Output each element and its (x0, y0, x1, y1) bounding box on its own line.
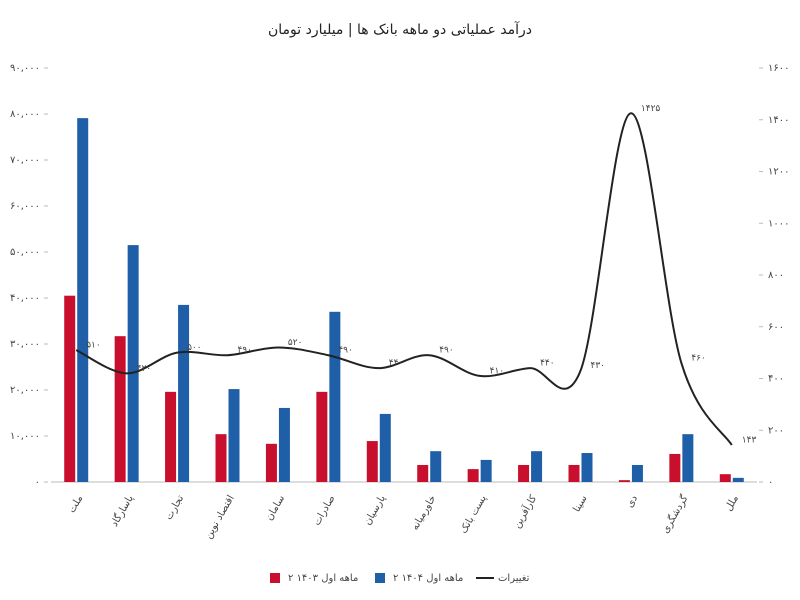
y2-tick-label: ۱۰۰۰ (768, 218, 789, 229)
y-tick-label: ۹۰,۰۰۰ (10, 63, 40, 74)
bar (568, 464, 580, 482)
legend-swatch (270, 573, 280, 583)
bar (631, 464, 643, 482)
bar (215, 434, 227, 482)
y-tick-label: ۵۰,۰۰۰ (10, 247, 40, 258)
data-label: ۴۴۰ (540, 359, 555, 369)
data-label: ۴۲۰ (137, 364, 152, 374)
data-label: ۴۳۰ (591, 361, 606, 371)
x-tick-label: پاسارگاد (108, 493, 136, 529)
y-tick-label: ۰ (35, 477, 40, 488)
y-tick-label: ۳۰,۰۰۰ (10, 339, 40, 350)
bar (531, 451, 543, 482)
bar (581, 453, 593, 482)
data-label: ۴۴۰ (389, 359, 404, 369)
x-tick-label: تجارت (163, 493, 186, 522)
bar (64, 295, 76, 482)
bar (430, 451, 442, 482)
legend-label: ۲ ماهه اول ۱۴۰۴ (393, 573, 463, 584)
y-tick-label: ۶۰,۰۰۰ (10, 201, 40, 212)
chart-title: درآمد عملیاتی دو ماهه بانک ها | میلیارد … (268, 21, 532, 38)
bar (618, 480, 630, 482)
bar (127, 245, 139, 482)
data-label: ۵۲۰ (288, 338, 303, 348)
x-tick-label: ملل (723, 494, 741, 514)
x-tick-label: اقتصاد نوین (203, 494, 237, 541)
y2-tick-label: ۱۴۰۰ (768, 115, 789, 126)
bar (366, 441, 378, 482)
y-tick-label: ۷۰,۰۰۰ (10, 155, 40, 166)
y2-tick-label: ۱۶۰۰ (768, 63, 789, 74)
bar (278, 407, 290, 482)
legend-label: تغییرات (498, 573, 530, 584)
y-tick-label: ۱۰,۰۰۰ (10, 431, 40, 442)
y-tick-label: ۴۰,۰۰۰ (10, 293, 40, 304)
y2-tick-label: ۸۰۰ (768, 270, 784, 281)
bar (732, 477, 744, 482)
bar (228, 389, 240, 482)
bar (265, 443, 277, 482)
data-label: ۴۶۰ (691, 353, 706, 363)
bar (467, 469, 479, 482)
data-label: ۵۰۰ (187, 343, 202, 353)
bar (480, 459, 492, 482)
bar (316, 391, 328, 482)
data-label: ۴۹۰ (439, 346, 454, 356)
bar (719, 474, 731, 482)
y2-tick-label: ۰ (768, 477, 773, 488)
line (75, 112, 733, 446)
data-label: ۴۱۰ (490, 366, 505, 376)
bar (682, 434, 694, 482)
y2-tick-label: ۲۰۰ (768, 425, 784, 436)
bar (165, 391, 177, 482)
x-tick-label: کارآفرین (510, 492, 539, 530)
bar (114, 336, 126, 482)
y2-tick-label: ۶۰۰ (768, 322, 784, 333)
x-tick-label: پارسیان (362, 493, 388, 527)
bar (518, 464, 530, 482)
x-tick-label: دی (624, 494, 640, 510)
x-tick-label: سینا (571, 494, 589, 515)
data-label: ۱۴۳ (742, 435, 757, 445)
bar (329, 311, 341, 482)
x-tick-label: پست بانک (458, 493, 489, 535)
x-tick-label: سامان (264, 494, 287, 523)
data-label: ۴۹۰ (238, 346, 253, 356)
bar (417, 464, 429, 482)
y-tick-label: ۸۰,۰۰۰ (10, 109, 40, 120)
x-tick-label: گردشگری (659, 493, 691, 536)
data-label: ۵۱۰ (86, 341, 101, 351)
bar (77, 118, 89, 482)
x-tick-label: خاورمیانه (410, 494, 439, 533)
bar (178, 304, 190, 482)
y2-tick-label: ۴۰۰ (768, 374, 784, 385)
legend-label: ۲ ماهه اول ۱۴۰۳ (288, 573, 358, 584)
y-tick-label: ۲۰,۰۰۰ (10, 385, 40, 396)
x-tick-label: ملت (67, 494, 86, 516)
data-label: ۱۴۲۵ (641, 104, 661, 114)
bar (669, 453, 681, 482)
legend-swatch (375, 573, 385, 583)
x-tick-label: صادرات (312, 494, 338, 528)
y2-tick-label: ۱۲۰۰ (768, 167, 789, 178)
bar (379, 413, 391, 482)
data-label: ۴۹۰ (338, 346, 353, 356)
